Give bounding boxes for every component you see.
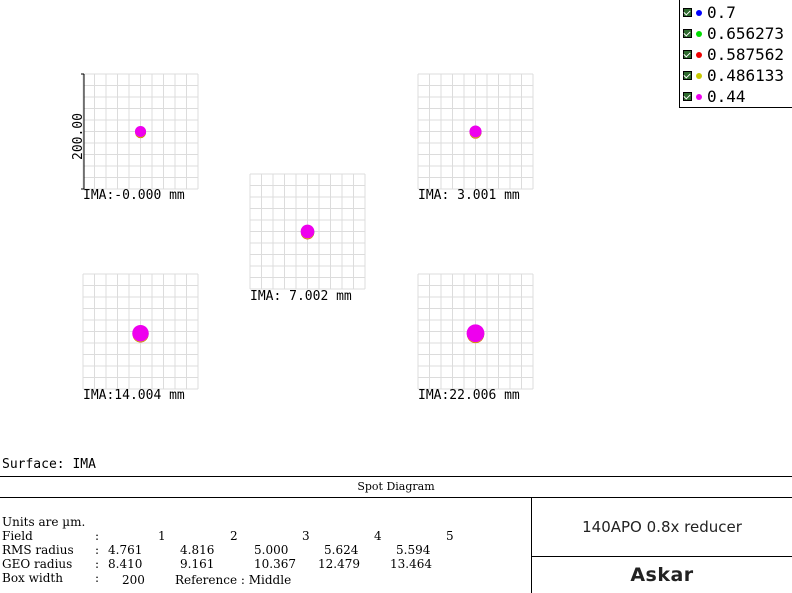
field-label: IMA:22.006 mm <box>418 388 520 403</box>
field-number: 1 <box>158 529 166 543</box>
field-number: 2 <box>230 529 238 543</box>
scale-label: 200.00 <box>71 113 86 160</box>
field-label: IMA: 7.002 mm <box>250 289 352 304</box>
rms-label: RMS radius <box>2 543 74 557</box>
info-panel: Spot Diagram Units are µm. Field : 1 2 3… <box>0 476 792 593</box>
legend-entry[interactable]: 0.486133 <box>683 65 792 86</box>
legend-entry[interactable]: 0.587562 <box>683 44 792 65</box>
field-label: IMA:-0.000 mm <box>83 188 185 203</box>
legend-label: 0.44 <box>707 87 746 106</box>
spot-point <box>469 125 482 138</box>
box-label: Box width <box>2 571 63 585</box>
rms-colon: : <box>95 543 100 557</box>
rms-value: 5.594 <box>396 543 431 557</box>
wavelength-legend: 0.7 0.656273 0.587562 0.486133 0.44 <box>679 0 792 108</box>
geo-value: 9.161 <box>180 557 215 571</box>
design-name: 140APO 0.8x reducer <box>532 497 792 557</box>
box-value: 200 <box>122 573 145 587</box>
rms-value: 4.761 <box>108 543 143 557</box>
legend-label: 0.587562 <box>707 45 785 64</box>
field-box: IMA: 3.001 mm <box>417 73 534 203</box>
field-number: 4 <box>374 529 382 543</box>
spot-point <box>132 324 149 342</box>
rms-value: 4.816 <box>180 543 215 557</box>
geo-value: 10.367 <box>254 557 296 571</box>
legend-label: 0.656273 <box>707 24 785 43</box>
geo-label: GEO radius <box>2 557 73 571</box>
brand-logo: Askar <box>630 564 694 586</box>
geo-value: 12.479 <box>318 557 360 571</box>
checkbox-icon[interactable] <box>683 71 692 80</box>
legend-entry[interactable]: 0.656273 <box>683 23 792 44</box>
legend-color-dot <box>696 93 702 100</box>
field-box: IMA:14.004 mm <box>82 273 199 403</box>
legend-entry[interactable]: 0.44 <box>683 86 792 107</box>
geo-value: 8.410 <box>108 557 143 571</box>
field-box: IMA:-0.000 mm <box>82 73 199 203</box>
checkbox-icon[interactable] <box>683 92 692 101</box>
field-label: IMA:14.004 mm <box>83 388 185 403</box>
checkbox-icon[interactable] <box>683 50 692 59</box>
legend-label: 0.7 <box>707 3 736 22</box>
box-colon: : <box>95 571 100 585</box>
field-label: IMA: 3.001 mm <box>418 188 520 203</box>
checkbox-icon[interactable] <box>683 29 692 38</box>
checkbox-icon[interactable] <box>683 8 692 17</box>
panel-title: Spot Diagram <box>0 477 792 498</box>
field-number: 5 <box>446 529 454 543</box>
field-box: IMA:22.006 mm <box>417 273 534 403</box>
legend-color-dot <box>696 51 702 58</box>
geo-colon: : <box>95 557 100 571</box>
spot-point <box>134 125 147 138</box>
field-colon: : <box>95 529 100 543</box>
surface-label: Surface: IMA <box>2 457 96 472</box>
stats-table: Units are µm. Field : 1 2 3 4 5 RMS radi… <box>0 497 532 593</box>
rms-value: 5.624 <box>324 543 359 557</box>
spot-diagram-plot: IMA:-0.000 mm IMA: 3.001 mm IMA: 7.002 mm I… <box>71 73 534 403</box>
legend-color-dot <box>696 9 702 16</box>
legend-label: 0.486133 <box>707 66 785 85</box>
rms-value: 5.000 <box>254 543 289 557</box>
units-text: Units are µm. <box>2 515 86 529</box>
field-box: IMA: 7.002 mm <box>249 173 366 304</box>
spot-point <box>466 324 485 343</box>
spot-point <box>300 224 315 239</box>
reference-text: Reference : Middle <box>175 573 292 587</box>
legend-color-dot <box>696 72 702 79</box>
legend-color-dot <box>696 30 702 37</box>
legend-entry[interactable]: 0.7 <box>683 2 792 23</box>
field-label: Field <box>2 529 33 543</box>
field-number: 3 <box>302 529 310 543</box>
geo-value: 13.464 <box>390 557 432 571</box>
